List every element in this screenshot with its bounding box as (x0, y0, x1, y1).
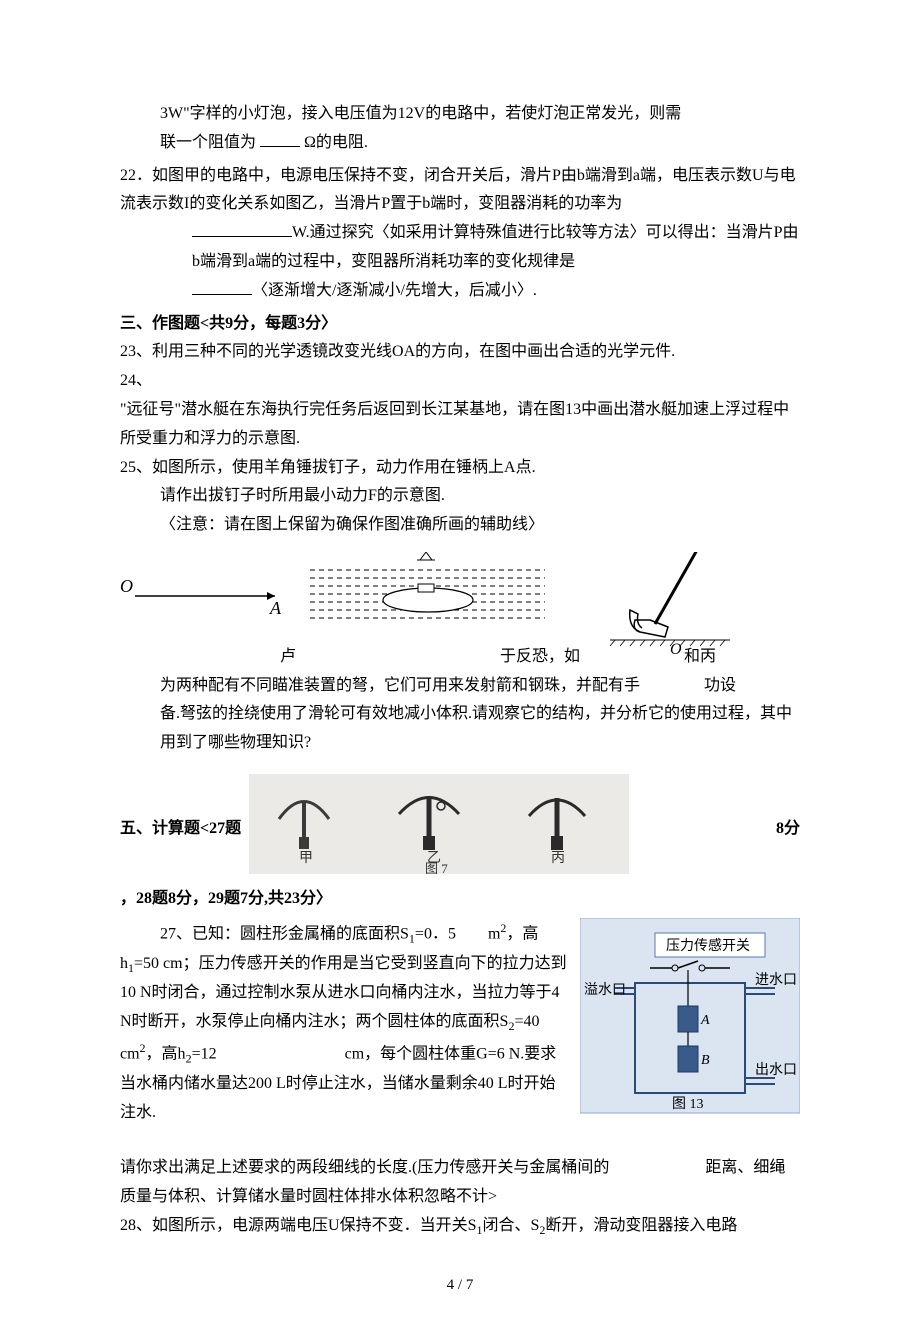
fig23-group: O A (120, 576, 282, 618)
svg-text:甲: 甲 (299, 851, 313, 866)
q26-t2: 备.弩弦的拴绕使用了滑轮可有效地减小体积.请观察它的结构，并分析它的使用过程，其… (120, 700, 800, 758)
svg-text:图 7: 图 7 (425, 861, 448, 874)
q21-line2b: Ω的电阻. (304, 134, 368, 151)
hammer-fig: A O (610, 552, 730, 658)
svg-text:丙: 丙 (551, 851, 565, 866)
q21-line2a: 联一个阻值为 (160, 134, 256, 151)
fig25-O: O (670, 641, 682, 658)
q25-num: 25、 (120, 459, 152, 476)
svg-text:A: A (700, 1013, 710, 1028)
fig13: 压力传感开关 溢水口 进水口 出水口 A (580, 918, 800, 1139)
fig23-A: A (269, 598, 282, 618)
page-number: 4 / 7 (120, 1272, 800, 1299)
q21-tail: 3W"字样的小灯泡，接入电压值为12V的电路中，若使灯泡正常发光，则需 联一个阻… (120, 100, 800, 158)
fig23-O: O (120, 576, 133, 596)
q24: 24、 (120, 367, 800, 396)
q25-t3: 〈注意：请在图上保留为确保作图准确所画的辅助线〉 (120, 511, 800, 540)
q24-num: 24、 (120, 372, 152, 389)
q27: 压力传感开关 溢水口 进水口 出水口 A (120, 918, 800, 1139)
blank-rule (192, 279, 252, 295)
section3-heading: 三、作图题<共9分，每题3分〉 (120, 310, 800, 339)
svg-text:B: B (701, 1053, 710, 1068)
q22-t2-wrap: W.通过探究〈如采用计算特殊值进行比较等方法〉可以得出：当滑片P由b端滑到a端的… (120, 219, 800, 305)
q27-num: 27、 (160, 925, 192, 942)
blank-resistance (260, 131, 300, 147)
q22: 22．如图甲的电路中，电源电压保持不变，闭合开关后，滑片P由b端滑到a端，电压表… (120, 162, 800, 306)
q25-t2: 请作出拔钉子时所用最小动力F的示意图. (120, 482, 800, 511)
q23: 23、利用三种不同的光学透镜改变光线OA的方向，在图中画出合适的光学元件. (120, 338, 800, 367)
q25-t1: 如图所示，使用羊角锤拔钉子，动力作用在锤柄上A点. (152, 459, 536, 476)
q23-num: 23、 (120, 343, 152, 360)
fig7-image: 甲 乙 丙 图 7 (249, 774, 768, 885)
blank-power (192, 221, 292, 237)
section5-row: 五、计算题<27题 甲 乙 丙 图 7 (120, 774, 800, 885)
q24-text: "远征号"潜水艇在东海执行完任务后返回到长江某基地，请在图13中画出潜水艇加速上… (120, 396, 800, 454)
water-diagram (310, 552, 545, 618)
q28-num: 28、 (120, 1217, 152, 1234)
q22-t1: 如图甲的电路中，电源电压保持不变，闭合开关后，滑片P由b端滑到a端，电压表示数U… (120, 167, 796, 213)
svg-text:出水口: 出水口 (755, 1062, 797, 1078)
sec5-right: 8分 (776, 815, 800, 844)
figures-svg: O A A (120, 552, 800, 672)
q21-line1: 3W"字样的小灯泡，接入电压值为12V的电路中，若使灯泡正常发光，则需 (120, 100, 800, 129)
q23-text: 利用三种不同的光学透镜改变光线OA的方向，在图中画出合适的光学元件. (152, 343, 675, 360)
q22-num: 22． (120, 167, 152, 184)
q27-t2: 请你求出满足上述要求的两段细线的长度.(压力传感开关与金属桶间的 距离、细绳质量… (120, 1154, 800, 1212)
q25: 25、如图所示，使用羊角锤拔钉子，动力作用在锤柄上A点. 请作出拔钉子时所用最小… (120, 454, 800, 540)
q28: 28、如图所示，电源两端电压U保持不变．当开关S1闭合、S2断开，滑动变阻器接入… (120, 1212, 800, 1242)
svg-text:溢水口: 溢水口 (584, 982, 626, 998)
q21-line2: 联一个阻值为 Ω的电阻. (120, 129, 800, 158)
sec5-left: 五、计算题<27题 (120, 815, 241, 844)
section5-tail: ，28题8分，29题7分,共23分〉 (120, 885, 800, 914)
svg-text:图 13: 图 13 (672, 1097, 704, 1112)
q22-t3: 〈逐渐增大/逐渐减小/先增大，后减小〉. (252, 282, 537, 299)
svg-text:进水口: 进水口 (755, 972, 797, 988)
svg-text:压力传感开关: 压力传感开关 (666, 937, 750, 954)
figure-row-1: O A A (120, 552, 800, 683)
